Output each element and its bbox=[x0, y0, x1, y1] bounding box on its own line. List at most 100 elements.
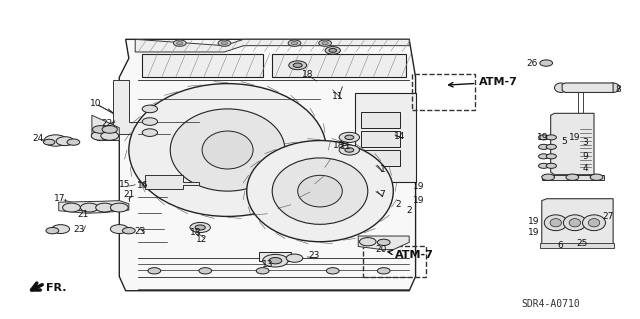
Text: 5: 5 bbox=[561, 137, 567, 146]
Bar bbox=[556, 116, 591, 173]
Circle shape bbox=[46, 227, 59, 234]
Ellipse shape bbox=[202, 131, 253, 169]
Text: 6: 6 bbox=[557, 241, 563, 250]
Ellipse shape bbox=[569, 219, 580, 227]
Text: 19: 19 bbox=[413, 182, 424, 191]
Circle shape bbox=[110, 203, 128, 212]
Circle shape bbox=[199, 268, 212, 274]
Text: 23: 23 bbox=[74, 225, 85, 234]
Circle shape bbox=[326, 268, 339, 274]
Ellipse shape bbox=[582, 215, 605, 231]
Bar bbox=[362, 112, 399, 128]
Circle shape bbox=[56, 137, 74, 145]
Circle shape bbox=[44, 135, 67, 146]
Ellipse shape bbox=[588, 219, 600, 227]
Text: 3: 3 bbox=[582, 137, 588, 147]
Circle shape bbox=[110, 225, 128, 234]
Ellipse shape bbox=[554, 83, 567, 93]
Circle shape bbox=[325, 47, 340, 54]
Bar bbox=[141, 54, 262, 77]
Text: 8: 8 bbox=[615, 85, 621, 94]
Ellipse shape bbox=[544, 215, 567, 231]
Circle shape bbox=[100, 131, 118, 140]
Text: 23: 23 bbox=[134, 227, 146, 236]
Circle shape bbox=[262, 254, 288, 267]
Text: 19: 19 bbox=[569, 133, 580, 142]
Bar bbox=[364, 246, 426, 277]
Circle shape bbox=[329, 48, 337, 52]
Circle shape bbox=[93, 126, 108, 133]
Text: FR.: FR. bbox=[46, 283, 67, 293]
Text: 18: 18 bbox=[190, 228, 202, 237]
Polygon shape bbox=[59, 201, 129, 213]
Circle shape bbox=[546, 135, 556, 140]
Text: 1: 1 bbox=[380, 165, 385, 174]
Circle shape bbox=[63, 203, 81, 212]
Text: 22: 22 bbox=[101, 119, 112, 128]
Ellipse shape bbox=[550, 219, 561, 227]
Text: 18: 18 bbox=[333, 141, 345, 150]
Polygon shape bbox=[113, 80, 141, 134]
Circle shape bbox=[122, 227, 135, 234]
Text: SDR4-A0710: SDR4-A0710 bbox=[522, 299, 580, 309]
Text: 19: 19 bbox=[537, 133, 548, 142]
Polygon shape bbox=[145, 175, 199, 189]
Circle shape bbox=[291, 41, 298, 45]
Circle shape bbox=[218, 40, 231, 46]
Circle shape bbox=[102, 126, 117, 133]
Text: ATM-7: ATM-7 bbox=[449, 77, 518, 87]
Bar bbox=[259, 252, 291, 261]
Circle shape bbox=[288, 40, 301, 46]
Circle shape bbox=[322, 41, 328, 45]
Circle shape bbox=[339, 132, 360, 142]
Bar bbox=[272, 54, 406, 77]
Circle shape bbox=[148, 268, 161, 274]
Polygon shape bbox=[135, 39, 409, 52]
Text: 12: 12 bbox=[196, 235, 208, 244]
Circle shape bbox=[546, 163, 556, 168]
Text: 18: 18 bbox=[301, 70, 313, 79]
Text: 10: 10 bbox=[90, 99, 102, 108]
Polygon shape bbox=[92, 115, 119, 141]
Text: 9: 9 bbox=[582, 152, 588, 161]
Circle shape bbox=[96, 203, 113, 212]
Text: 19: 19 bbox=[528, 228, 540, 237]
Circle shape bbox=[541, 174, 554, 180]
Circle shape bbox=[177, 41, 183, 45]
Bar bbox=[362, 131, 399, 147]
Ellipse shape bbox=[607, 83, 620, 93]
Circle shape bbox=[142, 105, 157, 113]
Ellipse shape bbox=[170, 109, 285, 191]
Text: 4: 4 bbox=[582, 164, 588, 173]
Text: ATM-7: ATM-7 bbox=[388, 250, 434, 260]
Circle shape bbox=[546, 144, 556, 149]
Circle shape bbox=[286, 254, 303, 262]
Bar bbox=[412, 74, 476, 110]
Text: 11: 11 bbox=[332, 93, 344, 101]
Text: 15: 15 bbox=[119, 180, 131, 189]
Text: 20: 20 bbox=[376, 245, 387, 254]
Ellipse shape bbox=[298, 175, 342, 207]
Bar bbox=[362, 150, 399, 166]
Polygon shape bbox=[541, 199, 613, 248]
Polygon shape bbox=[540, 243, 614, 248]
Text: 2: 2 bbox=[406, 206, 412, 215]
Circle shape bbox=[142, 118, 157, 125]
Circle shape bbox=[173, 40, 186, 46]
Circle shape bbox=[539, 135, 548, 140]
Circle shape bbox=[289, 61, 307, 70]
Text: 13: 13 bbox=[262, 260, 273, 269]
Text: 2: 2 bbox=[395, 200, 401, 209]
Text: 24: 24 bbox=[32, 134, 44, 144]
Circle shape bbox=[44, 139, 55, 145]
Text: 27: 27 bbox=[602, 212, 614, 221]
Circle shape bbox=[195, 225, 205, 230]
Circle shape bbox=[378, 239, 390, 246]
Text: 21: 21 bbox=[77, 210, 89, 219]
Circle shape bbox=[360, 238, 376, 246]
Circle shape bbox=[590, 174, 603, 180]
Text: 19: 19 bbox=[528, 217, 540, 226]
Circle shape bbox=[52, 225, 70, 234]
Ellipse shape bbox=[563, 215, 586, 231]
Polygon shape bbox=[119, 39, 415, 291]
